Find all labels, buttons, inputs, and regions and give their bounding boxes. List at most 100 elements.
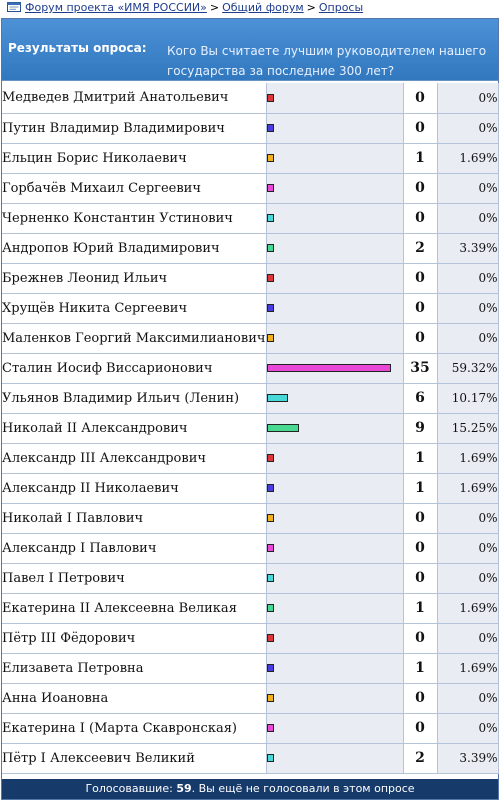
poll-option-row: Екатерина I (Марта Скавронская) 0 0% [2, 713, 499, 744]
option-bar-cell [266, 263, 404, 294]
vote-bar [266, 334, 274, 342]
vote-bar [266, 154, 274, 162]
option-name: Андропов Юрий Владимирович [2, 233, 267, 264]
option-bar-cell [266, 503, 404, 534]
vote-count: 0 [403, 503, 438, 534]
option-bar-cell [266, 593, 404, 624]
vote-bar [266, 274, 274, 282]
poll-option-row: Ельцин Борис Николаевич 1 1.69% [2, 143, 499, 174]
option-bar-cell [266, 623, 404, 654]
poll-option-row: Медведев Дмитрий Анатольевич 0 0% [2, 83, 499, 114]
breadcrumb-link-forum[interactable]: Форум проекта «ИМЯ РОССИИ» [25, 1, 207, 14]
option-name: Ульянов Владимир Ильич (Ленин) [2, 383, 267, 414]
vote-count: 1 [403, 143, 438, 174]
poll-option-row: Горбачёв Михаил Сергеевич 0 0% [2, 173, 499, 204]
vote-bar [266, 634, 274, 642]
vote-count: 6 [403, 383, 438, 414]
option-bar-cell [266, 83, 404, 114]
poll-header: Результаты опроса: Кого Вы считаете лучш… [2, 19, 498, 81]
vote-percent: 1.69% [437, 653, 499, 684]
option-name: Маленков Георгий Максимилианович [2, 323, 267, 354]
vote-percent: 1.69% [437, 443, 499, 474]
vote-bar [266, 364, 391, 372]
option-bar-cell [266, 563, 404, 594]
poll-option-row: Елизавета Петровна 1 1.69% [2, 653, 499, 684]
poll-footer: Голосовавшие: 59. Вы ещё не голосовали в… [2, 779, 498, 799]
vote-count: 1 [403, 443, 438, 474]
poll-option-row: Александр III Александрович 1 1.69% [2, 443, 499, 474]
vote-count: 0 [403, 113, 438, 144]
poll-option-row: Николай II Александрович 9 15.25% [2, 413, 499, 444]
option-name: Путин Владимир Владимирович [2, 113, 267, 144]
option-bar-cell [266, 743, 404, 774]
vote-percent: 0% [437, 623, 499, 654]
vote-percent: 0% [437, 323, 499, 354]
not-voted-notice: . Вы ещё не голосовали в этом опросе [191, 782, 415, 795]
option-name: Горбачёв Михаил Сергеевич [2, 173, 267, 204]
option-bar-cell [266, 173, 404, 204]
vote-percent: 0% [437, 293, 499, 324]
option-name: Екатерина I (Марта Скавронская) [2, 713, 267, 744]
vote-percent: 0% [437, 203, 499, 234]
vote-percent: 59.32% [437, 353, 499, 384]
option-name: Анна Иоановна [2, 683, 267, 714]
poll-option-row: Хрущёв Никита Сергеевич 0 0% [2, 293, 499, 324]
vote-bar [266, 574, 274, 582]
vote-percent: 1.69% [437, 593, 499, 624]
poll-option-row: Анна Иоановна 0 0% [2, 683, 499, 714]
voters-total: 59 [176, 782, 192, 795]
poll-option-row: Черненко Константин Устинович 0 0% [2, 203, 499, 234]
poll-option-row: Пётр I Алексеевич Великий 2 3.39% [2, 743, 499, 774]
vote-count: 1 [403, 593, 438, 624]
option-name: Павел I Петрович [2, 563, 267, 594]
vote-percent: 10.17% [437, 383, 499, 414]
vote-bar [266, 424, 299, 432]
vote-percent: 0% [437, 533, 499, 564]
poll-option-row: Екатерина II Алексеевна Великая 1 1.69% [2, 593, 499, 624]
option-bar-cell [266, 143, 404, 174]
poll-option-row: Александр I Павлович 0 0% [2, 533, 499, 564]
vote-count: 1 [403, 653, 438, 684]
option-bar-cell [266, 473, 404, 504]
vote-percent: 0% [437, 503, 499, 534]
poll-option-row: Ульянов Владимир Ильич (Ленин) 6 10.17% [2, 383, 499, 414]
option-bar-cell [266, 293, 404, 324]
breadcrumb-separator: > [306, 1, 316, 14]
vote-percent: 0% [437, 173, 499, 204]
breadcrumb-link-general-forum[interactable]: Общий форум [222, 1, 304, 14]
poll-option-row: Путин Владимир Владимирович 0 0% [2, 113, 499, 144]
option-bar-cell [266, 413, 404, 444]
vote-bar [266, 304, 274, 312]
vote-count: 0 [403, 263, 438, 294]
poll-results-label: Результаты опроса: [8, 41, 147, 55]
vote-bar [266, 244, 274, 252]
option-name: Николай I Павлович [2, 503, 267, 534]
option-name: Елизавета Петровна [2, 653, 267, 684]
forum-home-icon[interactable] [7, 1, 21, 13]
poll-results-table: Медведев Дмитрий Анатольевич 0 0% Путин Вла… [2, 83, 499, 774]
vote-percent: 3.39% [437, 233, 499, 264]
option-name: Брежнев Леонид Ильич [2, 263, 267, 294]
option-bar-cell [266, 233, 404, 264]
option-name: Александр I Павлович [2, 533, 267, 564]
vote-bar [266, 694, 274, 702]
breadcrumb-link-polls[interactable]: Опросы [318, 1, 364, 14]
option-name: Черненко Константин Устинович [2, 203, 267, 234]
option-name: Екатерина II Алексеевна Великая [2, 593, 267, 624]
vote-bar [266, 214, 274, 222]
poll-option-row: Андропов Юрий Владимирович 2 3.39% [2, 233, 499, 264]
poll-option-row: Брежнев Леонид Ильич 0 0% [2, 263, 499, 294]
vote-percent: 0% [437, 263, 499, 294]
vote-bar [266, 394, 288, 402]
vote-bar [266, 544, 274, 552]
vote-count: 0 [403, 173, 438, 204]
vote-percent: 0% [437, 713, 499, 744]
poll-question: Кого Вы считаете лучшим руководителем на… [167, 44, 487, 78]
vote-count: 0 [403, 323, 438, 354]
poll-option-row: Александр II Николаевич 1 1.69% [2, 473, 499, 504]
option-bar-cell [266, 203, 404, 234]
poll-option-row: Павел I Петрович 0 0% [2, 563, 499, 594]
vote-bar [266, 484, 274, 492]
option-name: Николай II Александрович [2, 413, 267, 444]
option-bar-cell [266, 113, 404, 144]
